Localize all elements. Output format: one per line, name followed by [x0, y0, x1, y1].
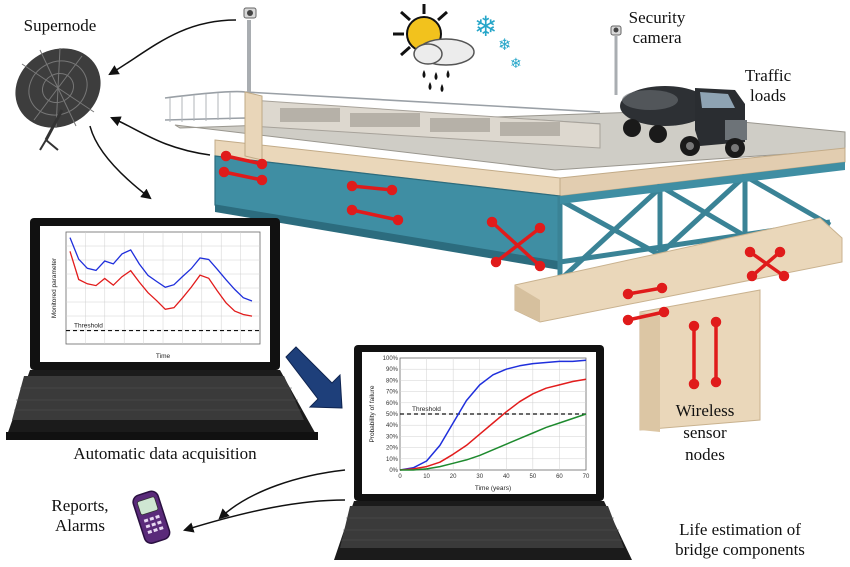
y-tick-label: 0%: [389, 468, 398, 474]
y-tick-label: 70%: [386, 390, 399, 396]
x-tick-label: 50: [530, 474, 537, 480]
y-axis-label: Probability of failure: [369, 385, 376, 442]
traffic-loads-label: Traffic loads: [744, 66, 792, 105]
series-line: [399, 378, 587, 471]
security-camera-label: Security camera: [628, 8, 686, 47]
series-line: [399, 359, 587, 471]
phone-icon: [132, 490, 171, 544]
y-tick-label: 60%: [386, 401, 399, 407]
chart-monitoring: Threshold Time Monitored parameter: [51, 231, 261, 360]
automatic-data-acquisition-label: Automatic data acquisition: [73, 444, 257, 463]
x-tick-label: 70: [583, 474, 590, 480]
svg-text:❄: ❄: [510, 56, 522, 72]
sun-cloud-icon: [393, 4, 475, 92]
y-tick-label: 30%: [386, 434, 399, 440]
chart-probability-of-failure: 0 10 20 30 40 50 60 70 0% 10% 20% 30% 40% 50% 60% 70% 80…: [369, 356, 590, 492]
threshold-label: Threshold: [74, 323, 103, 330]
satellite-dish-icon: [15, 47, 101, 151]
y-tick-label: 40%: [386, 423, 399, 429]
x-axis-label: Time (years): [475, 485, 511, 492]
series-line: [400, 413, 587, 471]
threshold-label: Threshold: [412, 406, 441, 413]
transfer-arrow: [285, 346, 343, 409]
x-tick-label: 0: [398, 474, 402, 480]
y-tick-label: 20%: [386, 446, 399, 452]
snowflake-icon: ❄ ❄ ❄: [474, 10, 522, 72]
wireless-sensor-nodes-label: Wireless sensor nodes: [675, 401, 735, 464]
svg-text:❄: ❄: [474, 10, 497, 43]
data-flow-arrows: [89, 19, 346, 533]
x-axis-label: Time: [156, 353, 171, 360]
wireless-sensors: [218, 150, 790, 390]
y-tick-label: 80%: [386, 378, 399, 384]
series-line: [69, 251, 253, 317]
supernode-label: Supernode: [23, 16, 97, 35]
y-axis-label: Monitored parameter: [51, 257, 58, 318]
x-tick-label: 40: [503, 474, 510, 480]
y-tick-label: 10%: [386, 457, 399, 463]
x-tick-label: 10: [423, 474, 430, 480]
svg-text:❄: ❄: [498, 35, 511, 54]
y-tick-label: 50%: [386, 412, 399, 418]
y-tick-label: 90%: [386, 367, 399, 373]
truck-icon: [620, 86, 747, 158]
bridge: [164, 7, 846, 432]
series-line: [69, 237, 253, 302]
reports-alarms-label: Reports, Alarms: [51, 496, 109, 535]
x-tick-label: 60: [556, 474, 563, 480]
y-tick-label: 100%: [383, 356, 399, 362]
x-tick-label: 20: [450, 474, 457, 480]
life-estimation-label: Life estimation of bridge components: [675, 520, 805, 559]
x-tick-label: 30: [476, 474, 483, 480]
